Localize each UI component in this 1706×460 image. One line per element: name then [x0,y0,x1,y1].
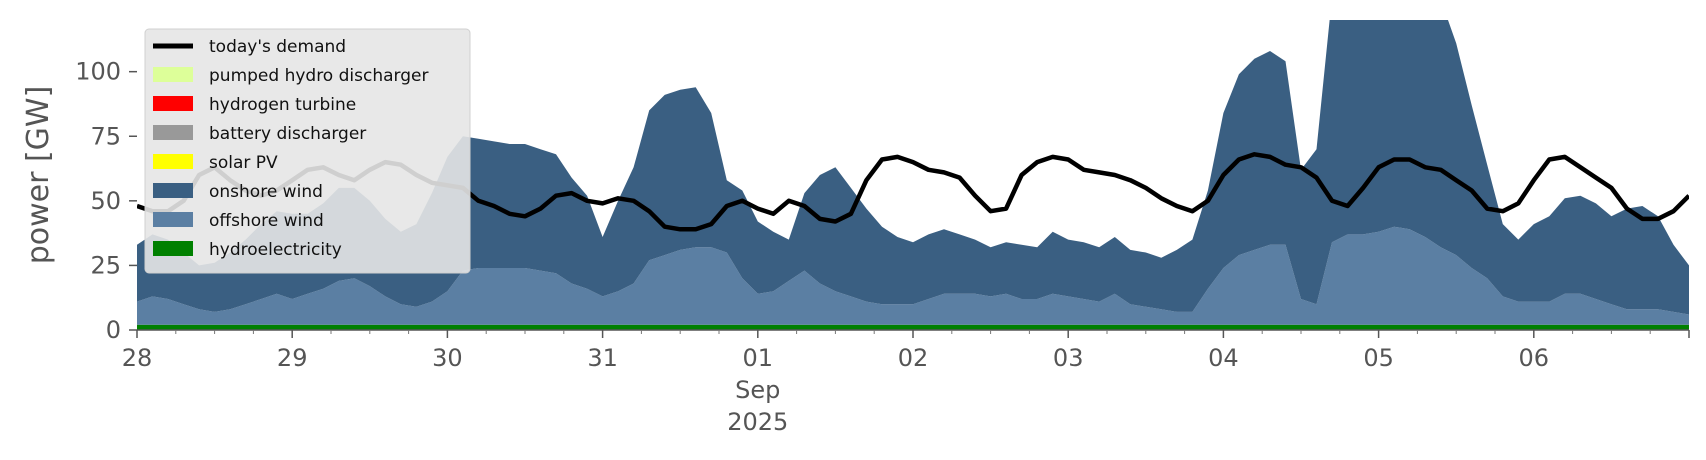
legend-swatch [153,183,193,198]
legend-swatch [153,241,193,256]
y-tick-label: 25 [90,251,121,279]
legend-label: offshore wind [209,211,324,231]
legend-box [144,28,471,274]
x-tick-sublabel: 2025 [727,408,788,436]
y-tick-label: 75 [90,122,121,150]
x-tick-label: 31 [587,344,618,372]
legend-swatch [153,125,193,140]
stacked-areas [137,20,1689,330]
legend-swatch [153,154,193,169]
axes: 0 25 50 75 100 28 29 30 31 01 Sep 2025 02 03 04 05 06 [75,58,1690,436]
area-offshore-wind [137,226,1689,325]
legend-label: hydrogen turbine [209,95,356,115]
x-tick-label: 05 [1363,344,1394,372]
legend-label: battery discharger [209,124,366,144]
x-tick-label: 30 [432,344,463,372]
legend-swatch [153,96,193,111]
area-hydroelectricity [137,324,1689,330]
legend-label: onshore wind [209,182,323,202]
x-tick-sublabel: Sep [735,376,780,404]
y-tick-label: 50 [90,187,121,215]
x-tick-label: 01 [743,344,774,372]
y-axis-label: power [GW] [21,86,56,265]
x-tick-label: 02 [898,344,929,372]
area-onshore-wind [137,20,1689,315]
x-tick-label: 29 [277,344,308,372]
x-tick-label: 28 [122,344,153,372]
x-tick-label: 06 [1519,344,1550,372]
legend-swatch [153,67,193,82]
x-tick-label: 03 [1053,344,1084,372]
legend-label: hydroelectricity [209,240,342,260]
legend-swatch [153,212,193,227]
legend: today's demand pumped hydro discharger hyd… [144,28,471,274]
legend-label: solar PV [209,153,278,173]
legend-label: today's demand [209,37,346,57]
y-tick-label: 100 [75,58,121,86]
legend-label: pumped hydro discharger [209,66,428,86]
x-tick-label: 04 [1208,344,1239,372]
y-tick-label: 0 [106,316,121,344]
